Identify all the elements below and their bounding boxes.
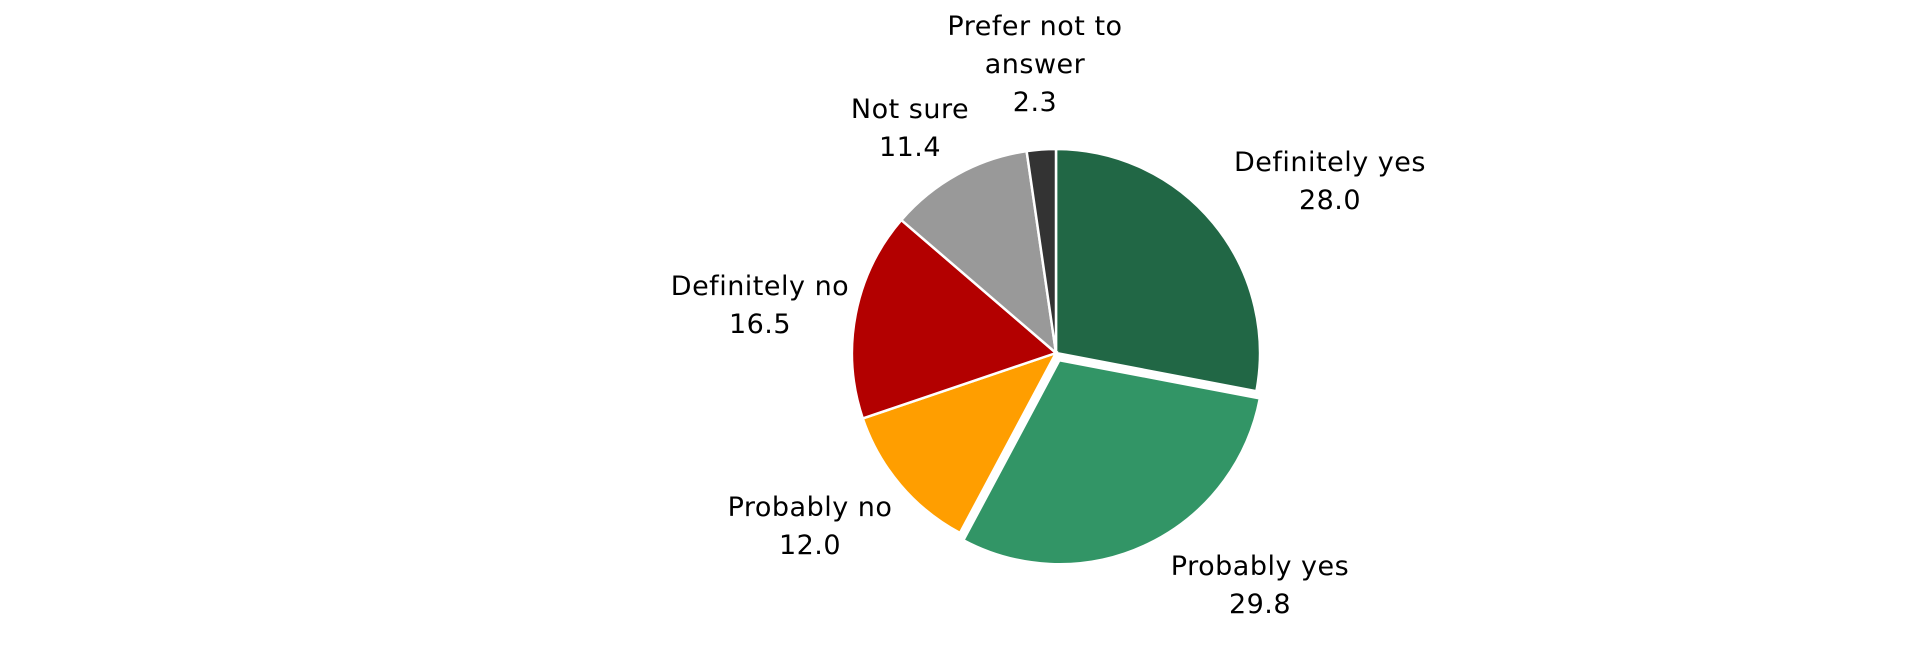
pie-slice-probably-yes bbox=[961, 358, 1262, 566]
pie-slice-definitely-no bbox=[850, 218, 1059, 421]
label-name-line1: Prefer not to bbox=[947, 11, 1123, 42]
label-value: 29.8 bbox=[1228, 589, 1292, 620]
label-probably-no: Probably no 12.0 bbox=[700, 489, 920, 565]
label-name: Probably yes bbox=[1170, 551, 1350, 582]
label-name: Definitely no bbox=[670, 271, 850, 302]
pie-slice-prefer-not-to-answer bbox=[1025, 147, 1058, 354]
label-value: 12.0 bbox=[778, 530, 842, 561]
label-name: Probably no bbox=[727, 492, 893, 523]
label-probably-yes: Probably yes 29.8 bbox=[1140, 548, 1380, 624]
label-definitely-no: Definitely no 16.5 bbox=[640, 268, 880, 344]
pie-slice-not-sure bbox=[899, 149, 1058, 357]
label-name: Definitely yes bbox=[1234, 147, 1426, 178]
label-name-line2: answer bbox=[984, 49, 1086, 80]
label-prefer-not-to-answer: Prefer not to answer 2.3 bbox=[920, 8, 1150, 122]
label-value: 28.0 bbox=[1298, 185, 1362, 216]
label-value: 2.3 bbox=[1012, 87, 1058, 118]
label-definitely-yes: Definitely yes 28.0 bbox=[1200, 144, 1460, 220]
label-name: Not sure bbox=[850, 94, 970, 125]
pie-slice-definitely-yes bbox=[1054, 147, 1262, 393]
pie-slice-probably-no bbox=[861, 350, 1059, 535]
pie-slices bbox=[850, 147, 1262, 566]
label-value: 16.5 bbox=[728, 309, 792, 340]
label-value: 11.4 bbox=[878, 132, 942, 163]
label-not-sure: Not sure 11.4 bbox=[830, 91, 990, 167]
